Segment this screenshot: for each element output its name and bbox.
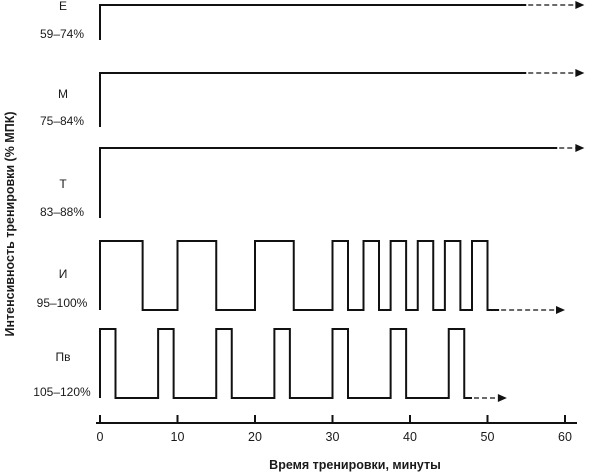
zone-name: E xyxy=(59,0,67,13)
zone-name: T xyxy=(59,177,67,191)
continuation-arrow-icon xyxy=(497,394,507,402)
x-axis-title: Время тренировки, минуты xyxy=(269,458,441,472)
zone-range: 75–84% xyxy=(40,114,84,128)
continuation-arrow-icon xyxy=(556,306,565,314)
zone-1: E 59–74% xyxy=(40,0,585,41)
zones: E 59–74% M 75–84% T 83–88% И 95–100% Пв 105–120% xyxy=(33,0,585,402)
intensity-pattern-line xyxy=(99,72,527,127)
zone-range: 83–88% xyxy=(40,205,84,219)
zone-name: Пв xyxy=(56,350,71,364)
intensity-pattern-line xyxy=(99,147,558,218)
x-tick-label: 50 xyxy=(481,430,495,444)
zone-3: T 83–88% xyxy=(40,144,585,219)
continuation-arrow-icon xyxy=(575,69,585,77)
x-axis: 0 10 20 30 40 50 60 xyxy=(96,415,577,444)
x-tick-label: 20 xyxy=(248,430,262,444)
zone-2: M 75–84% xyxy=(40,69,585,128)
intensity-pattern-line xyxy=(99,4,527,40)
zone-name: И xyxy=(59,267,68,281)
zone-range: 105–120% xyxy=(33,385,91,399)
zone-name: M xyxy=(58,87,68,101)
y-axis-title: Интенсивность тренировки (% МПК) xyxy=(3,112,17,337)
zone-5: Пв 105–120% xyxy=(33,328,507,402)
x-tick-label: 10 xyxy=(171,430,185,444)
x-tick-label: 0 xyxy=(97,430,104,444)
x-tick-label: 40 xyxy=(403,430,417,444)
zone-range: 59–74% xyxy=(40,27,84,41)
intensity-pattern-line xyxy=(99,328,472,399)
zone-range: 95–100% xyxy=(37,296,88,310)
continuation-arrow-icon xyxy=(575,1,585,9)
intensity-pattern-line xyxy=(99,240,500,311)
zone-4: И 95–100% xyxy=(37,240,565,314)
x-tick-label: 30 xyxy=(326,430,340,444)
continuation-arrow-icon xyxy=(575,144,585,152)
x-tick-label: 60 xyxy=(558,430,572,444)
